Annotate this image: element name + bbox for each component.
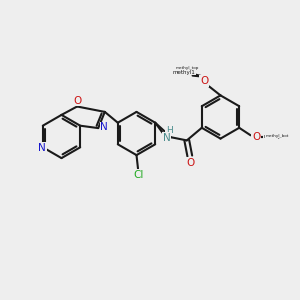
Text: methyl2: methyl2: [263, 134, 286, 139]
Text: N: N: [163, 133, 170, 143]
Text: N: N: [100, 122, 108, 133]
Text: methyl_top: methyl_top: [176, 66, 199, 70]
Text: methyl_bot: methyl_bot: [265, 134, 289, 138]
Text: N: N: [38, 143, 46, 153]
Text: O: O: [74, 95, 82, 106]
Text: O: O: [252, 132, 260, 142]
Text: O: O: [200, 76, 208, 86]
Text: H: H: [166, 126, 173, 135]
Text: O: O: [186, 158, 194, 168]
Text: methyl1: methyl1: [173, 70, 196, 75]
Text: Cl: Cl: [134, 170, 144, 180]
